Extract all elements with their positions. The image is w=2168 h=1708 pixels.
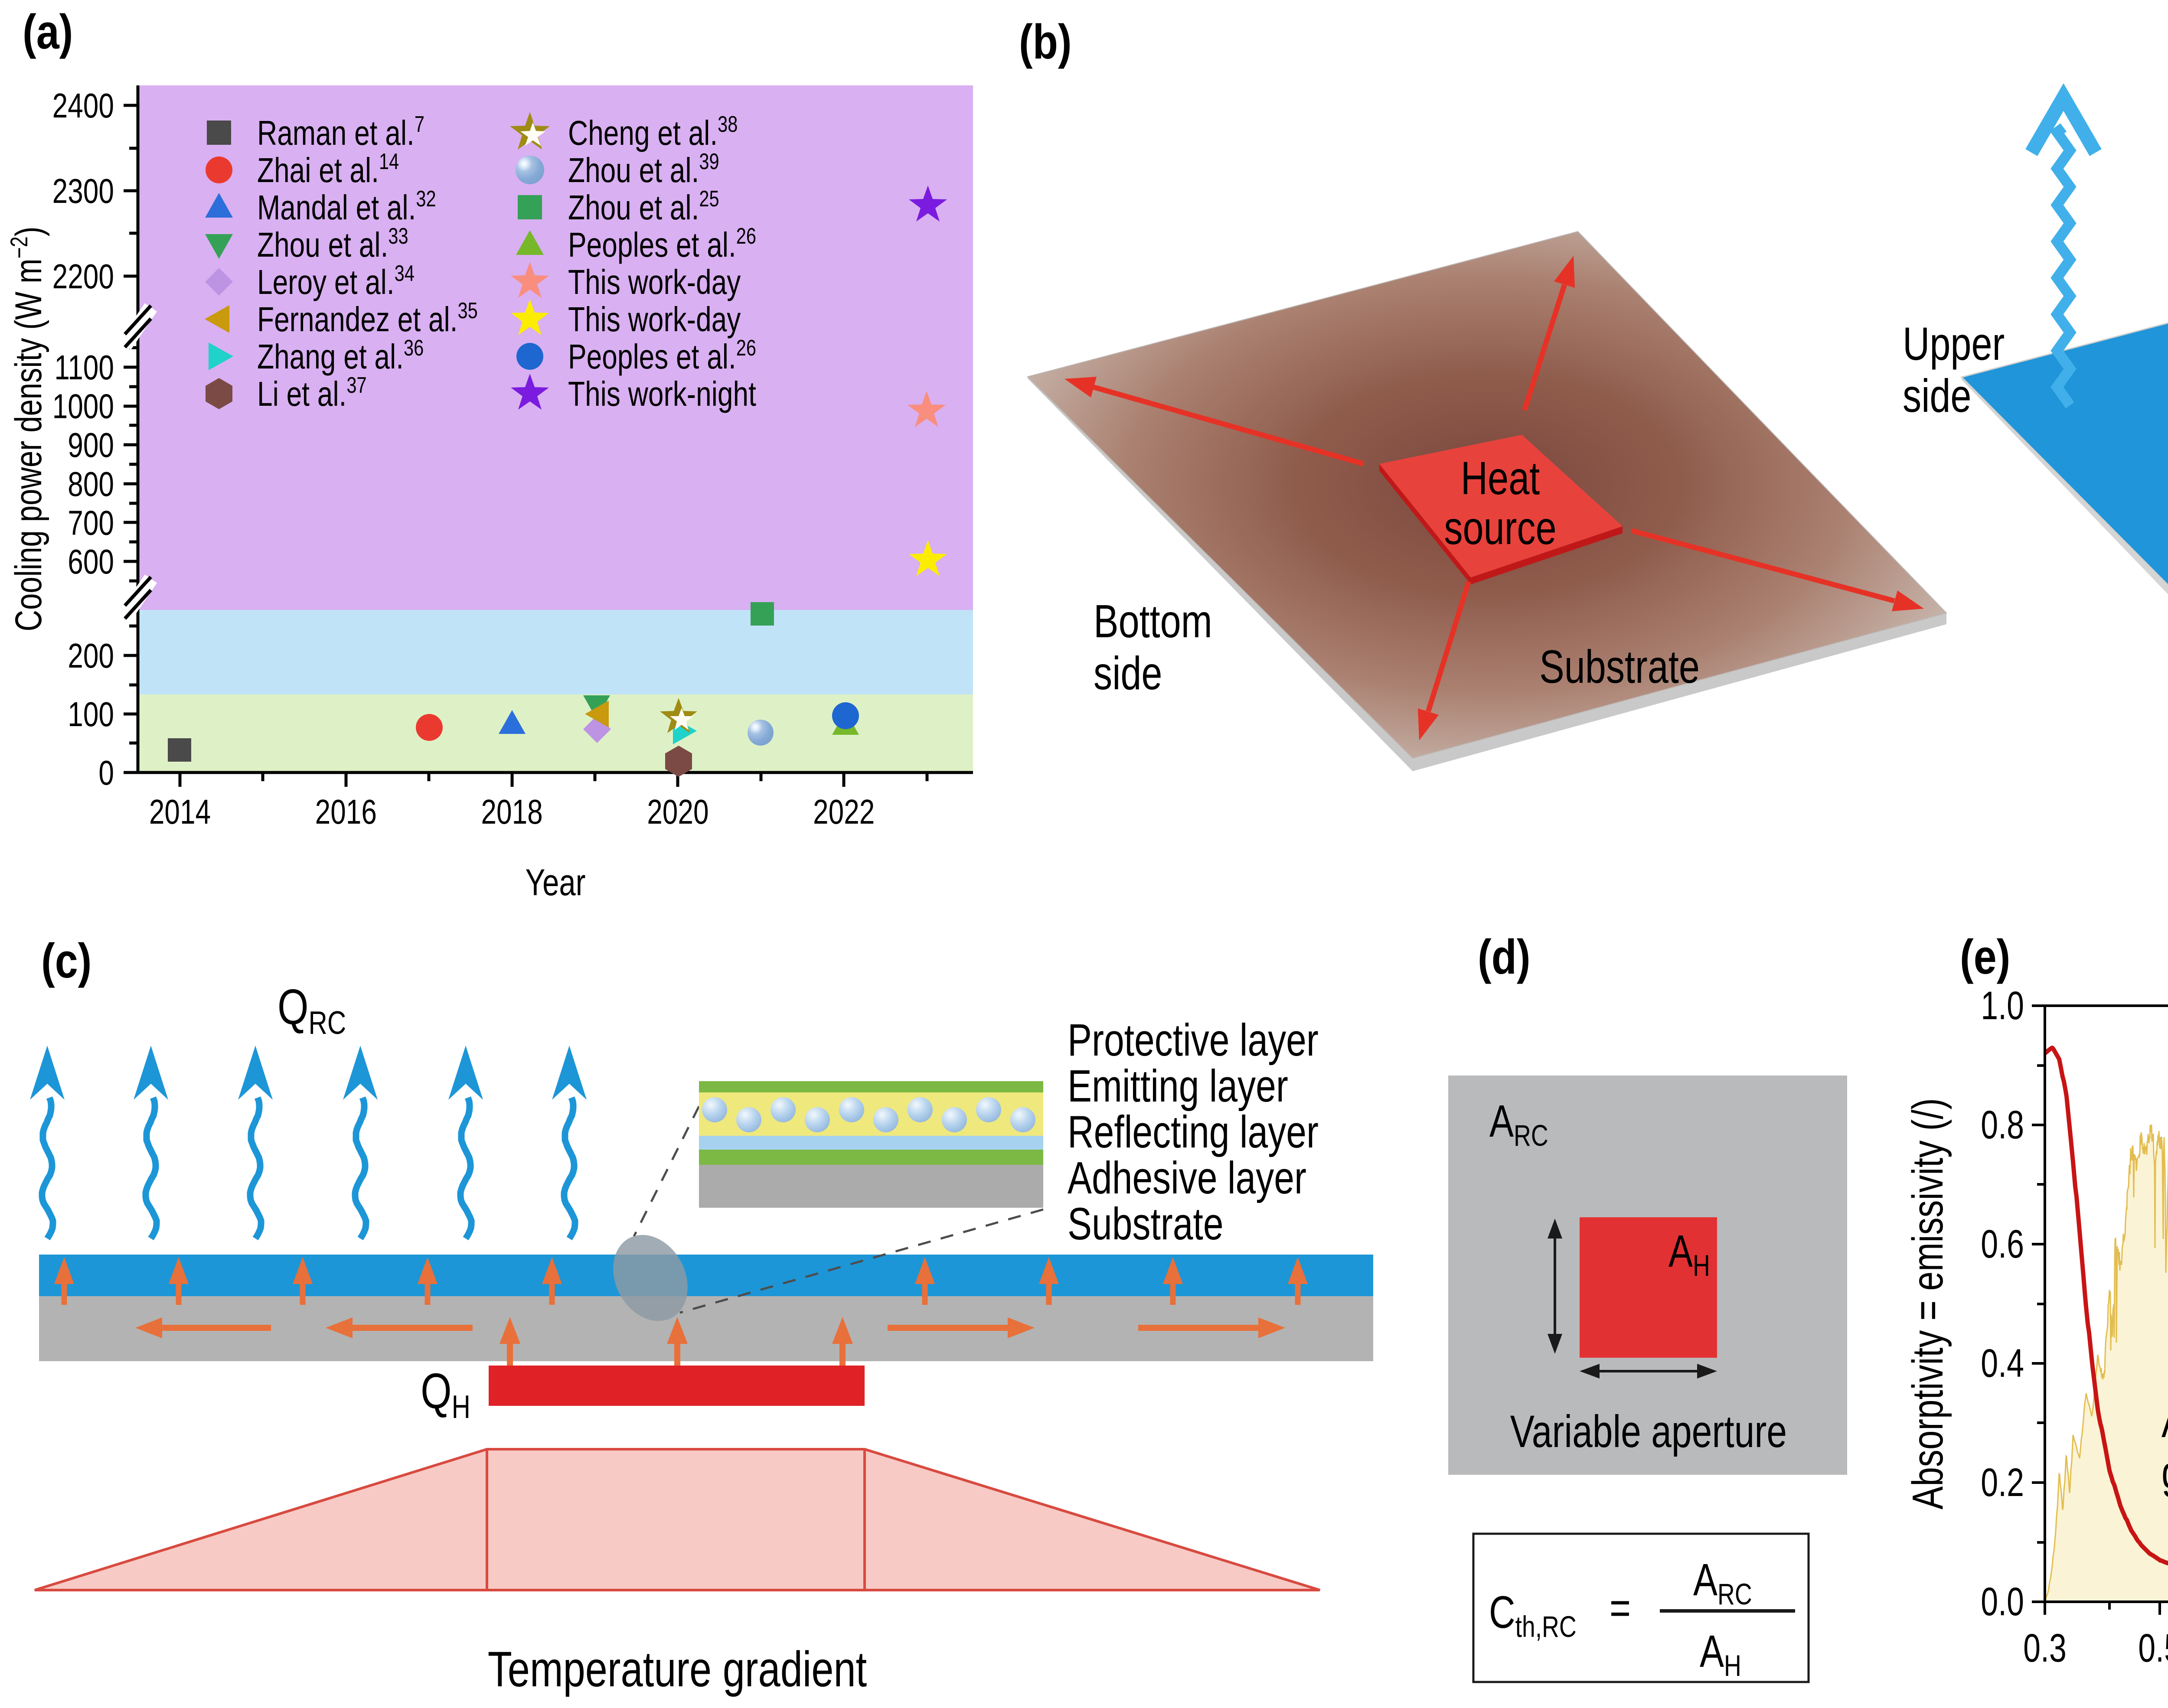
svg-text:Zhou et al.25: Zhou et al.25 [568, 186, 719, 227]
svg-text:1100: 1100 [54, 348, 114, 387]
svg-text:(a): (a) [23, 5, 73, 59]
svg-text:Year: Year [526, 862, 586, 903]
svg-text:Protective layer: Protective layer [1068, 1015, 1319, 1066]
svg-text:1000: 1000 [52, 387, 114, 426]
svg-text:Fernandez et al.35: Fernandez et al.35 [257, 298, 478, 339]
svg-text:0.2: 0.2 [1981, 1460, 2024, 1505]
svg-text:0.8: 0.8 [1981, 1102, 2024, 1147]
svg-text:side: side [1094, 647, 1162, 699]
svg-text:900: 900 [68, 426, 114, 464]
svg-text:2014: 2014 [149, 792, 211, 831]
svg-text:Zhou et al.39: Zhou et al.39 [568, 149, 719, 190]
svg-text:(e): (e) [1960, 930, 2010, 984]
svg-text:This work-night: This work-night [568, 375, 756, 413]
svg-text:=: = [1610, 1583, 1631, 1633]
svg-text:2016: 2016 [315, 792, 377, 831]
svg-text:Raman et al.7: Raman et al.7 [257, 111, 424, 153]
svg-text:Adhesive layer: Adhesive layer [1068, 1153, 1306, 1203]
svg-text:Cheng et al.38: Cheng et al.38 [568, 111, 738, 153]
svg-text:Peoples et al.26: Peoples et al.26 [568, 335, 756, 376]
svg-text:Emitting layer: Emitting layer [1068, 1061, 1288, 1112]
svg-text:0.3: 0.3 [2023, 1626, 2067, 1670]
svg-text:Peoples et al.26: Peoples et al.26 [568, 223, 756, 264]
svg-text:Zhou et al.33: Zhou et al.33 [257, 223, 408, 264]
svg-text:2300: 2300 [52, 172, 114, 210]
svg-text:Cooling power density (W m−2): Cooling power density (W m−2) [5, 226, 50, 631]
svg-text:Variable aperture: Variable aperture [1510, 1406, 1787, 1457]
svg-text:(d): (d) [1478, 930, 1531, 984]
svg-text:Upper: Upper [1903, 317, 2005, 370]
svg-text:Bottom: Bottom [1094, 595, 1212, 647]
svg-text:(c): (c) [41, 934, 91, 988]
svg-text:Zhai et al.14: Zhai et al.14 [257, 149, 399, 190]
svg-text:0: 0 [98, 753, 114, 792]
svg-text:AM 1.5: AM 1.5 [2161, 1396, 2168, 1447]
svg-text:100: 100 [68, 695, 114, 733]
svg-text:200: 200 [68, 636, 114, 675]
svg-text:600: 600 [68, 542, 114, 581]
svg-text:0.5: 0.5 [2138, 1626, 2168, 1670]
svg-text:2020: 2020 [647, 792, 709, 831]
svg-text:This work-day: This work-day [568, 300, 741, 339]
svg-text:0.6: 0.6 [1981, 1222, 2024, 1266]
svg-text:2200: 2200 [52, 257, 114, 296]
svg-text:Mandal et al.32: Mandal et al.32 [257, 186, 436, 227]
svg-text:Substrate: Substrate [1068, 1199, 1224, 1249]
svg-text:Absorptivity = emissivity (/): Absorptivity = emissivity (/) [1904, 1098, 1953, 1509]
svg-text:side: side [1903, 369, 1971, 422]
svg-text:global: global [2161, 1447, 2168, 1498]
svg-text:700: 700 [68, 504, 114, 542]
svg-text:800: 800 [68, 465, 114, 503]
svg-text:2400: 2400 [52, 86, 114, 125]
svg-text:1.0: 1.0 [1981, 983, 2024, 1028]
svg-text:(b): (b) [1019, 15, 1072, 69]
svg-text:Heat: Heat [1461, 452, 1540, 504]
svg-text:This work-day: This work-day [568, 263, 741, 301]
svg-text:Temperature gradient: Temperature gradient [488, 1642, 867, 1697]
svg-text:Reflecting layer: Reflecting layer [1068, 1107, 1319, 1157]
svg-text:Substrate: Substrate [1539, 640, 1700, 693]
svg-text:0.0: 0.0 [1981, 1579, 2024, 1624]
svg-text:Leroy et al.34: Leroy et al.34 [257, 261, 415, 302]
svg-text:2018: 2018 [481, 792, 542, 831]
svg-text:0.4: 0.4 [1981, 1341, 2024, 1385]
svg-text:Zhang et al.36: Zhang et al.36 [257, 335, 424, 376]
svg-text:2022: 2022 [813, 792, 875, 831]
svg-text:source: source [1444, 502, 1556, 554]
